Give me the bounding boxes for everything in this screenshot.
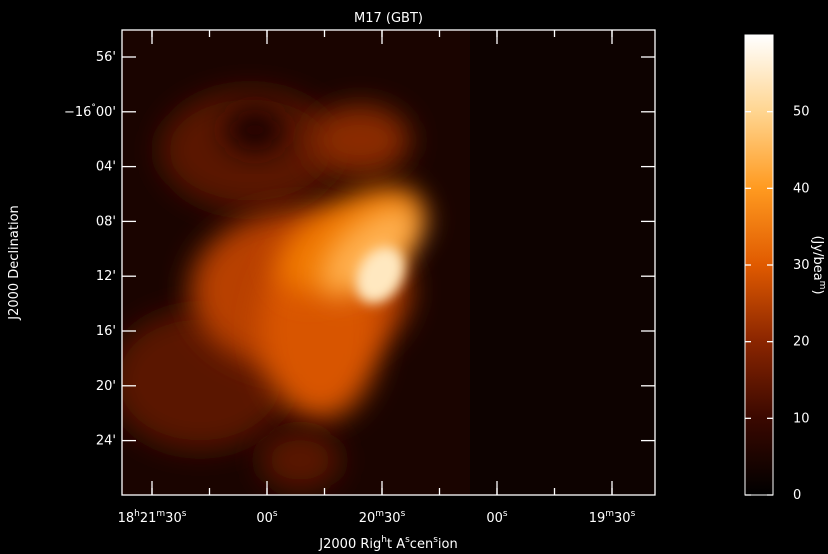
y-tick-label: −16°00' xyxy=(64,102,116,119)
page: {"chart_data": {"type": "image", "title"… xyxy=(0,0,828,554)
chart: M17 (GBT) J2000 Right Ascension J2000 Decl… xyxy=(0,0,828,554)
x-tick-label: 20m30s xyxy=(359,509,406,526)
colorbar-tick-label: 10 xyxy=(793,411,810,426)
x-tick-label: 00s xyxy=(486,509,508,526)
x-axis-label: J2000 Right Ascension xyxy=(318,535,457,552)
x-tick-label: 00s xyxy=(256,509,278,526)
x-tick-label: 19m30s xyxy=(589,509,636,526)
colorbar-tick-label: 50 xyxy=(793,104,810,119)
y-tick-label: 12' xyxy=(96,269,116,284)
colorbar-tick-label: 40 xyxy=(793,181,810,196)
y-tick-label: 08' xyxy=(96,214,116,229)
y-axis-label: J2000 Declination xyxy=(7,205,22,321)
colorbar-tick-label: 30 xyxy=(793,258,810,273)
x-tick-label: 18h21m30s xyxy=(118,509,187,526)
colorbar-tick-label: 20 xyxy=(793,334,810,349)
chart-title: M17 (GBT) xyxy=(354,11,423,26)
y-tick-label: 16' xyxy=(96,324,116,339)
colorbar-label: (Jy/beam) xyxy=(811,235,828,294)
y-tick-label: 04' xyxy=(96,159,116,174)
colorbar-tick-label: 0 xyxy=(793,488,801,503)
y-tick-label: 24' xyxy=(96,433,116,448)
y-tick-label: 56' xyxy=(96,50,116,65)
y-tick-label: 20' xyxy=(96,378,116,393)
